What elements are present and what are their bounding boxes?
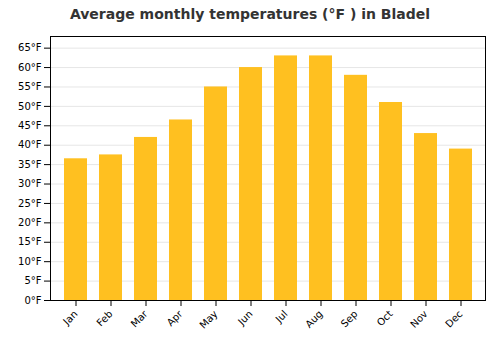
svg-text:15°F: 15°F <box>18 236 42 247</box>
svg-text:50°F: 50°F <box>18 101 42 112</box>
svg-text:40°F: 40°F <box>18 139 42 150</box>
html-text:Average monthly temperatures (: Average monthly temperatures (°F ) in Bl… <box>69 6 431 22</box>
svg-text:30°F: 30°F <box>18 178 42 189</box>
svg-text:35°F: 35°F <box>18 159 42 170</box>
svg-text:Jun: Jun <box>235 308 255 328</box>
svg-text:65°F: 65°F <box>18 42 42 53</box>
svg-text:Mar: Mar <box>129 308 151 330</box>
svg-text:0°F: 0°F <box>24 295 41 306</box>
svg-text:Feb: Feb <box>94 308 114 328</box>
svg-text:Jan: Jan <box>60 308 79 327</box>
svg-text:45°F: 45°F <box>18 120 42 131</box>
svg-text:60°F: 60°F <box>18 62 42 73</box>
svg-text:25°F: 25°F <box>18 198 42 209</box>
svg-text:20°F: 20°F <box>18 217 42 228</box>
svg-text:Aug: Aug <box>303 308 325 330</box>
svg-text:May: May <box>197 308 219 330</box>
svg-text:55°F: 55°F <box>18 81 42 92</box>
svg-text:Nov: Nov <box>408 308 430 330</box>
svg-text:10°F: 10°F <box>18 256 42 267</box>
svg-text:5°F: 5°F <box>24 275 41 286</box>
svg-text:Dec: Dec <box>443 308 464 329</box>
svg-text:Oct: Oct <box>375 308 395 328</box>
svg-text:Jul: Jul <box>273 308 290 325</box>
svg-text:Sep: Sep <box>339 308 360 329</box>
svg-text:Apr: Apr <box>165 308 186 329</box>
